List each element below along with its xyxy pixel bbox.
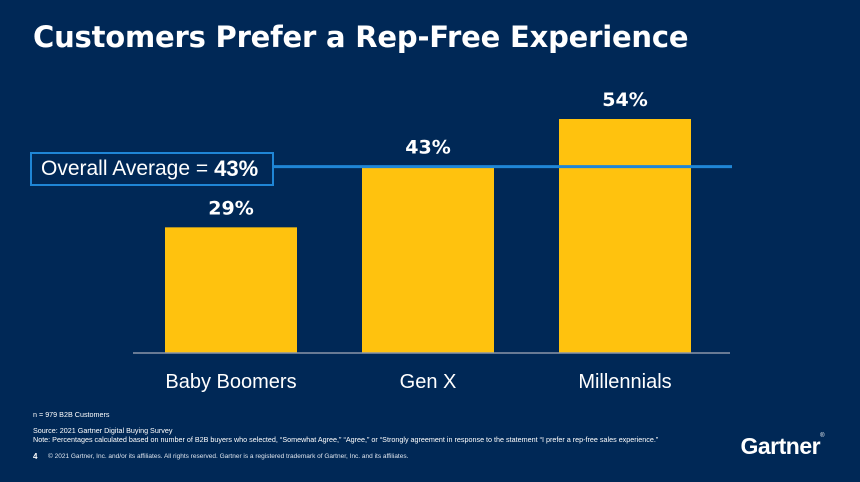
data-label-2: 54% — [602, 89, 647, 111]
source-note: Source: 2021 Gartner Digital Buying Surv… — [33, 426, 173, 435]
category-label-2: Millennials — [578, 371, 671, 393]
overall-average-callout: Overall Average = 43% — [30, 152, 274, 186]
bar-2 — [559, 119, 691, 353]
overall-average-label: Overall Average = — [41, 157, 209, 180]
overall-average-value: 43% — [214, 156, 259, 181]
data-label-1: 43% — [405, 137, 450, 159]
data-label-0: 29% — [208, 197, 253, 219]
gartner-logo: Gartner® — [740, 433, 824, 460]
category-label-1: Gen X — [400, 371, 457, 393]
page-number: 4 — [33, 452, 38, 461]
registered-mark: ® — [820, 433, 824, 439]
bar-0 — [165, 227, 297, 353]
sample-size-note: n = 979 B2B Customers — [33, 410, 110, 419]
bar-1 — [362, 166, 494, 353]
methodology-note: Note: Percentages calculated based on nu… — [33, 435, 659, 444]
slide-title: Customers Prefer a Rep-Free Experience — [33, 20, 689, 54]
logo-text: Gartner — [740, 433, 821, 459]
category-label-0: Baby Boomers — [165, 371, 296, 393]
copyright-text: © 2021 Gartner, Inc. and/or its affiliat… — [48, 453, 409, 460]
